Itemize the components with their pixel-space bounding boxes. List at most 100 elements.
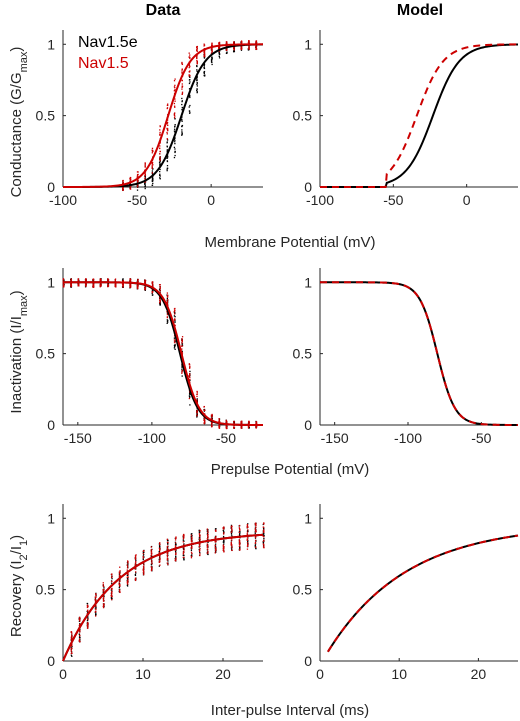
- scatter-point: [86, 625, 88, 627]
- scatter-point: [92, 286, 94, 288]
- scatter-point: [183, 549, 185, 551]
- scatter-point: [214, 549, 217, 551]
- scatter-point: [255, 529, 257, 532]
- scatter-point: [150, 546, 152, 548]
- scatter-point: [215, 527, 217, 530]
- y-tick-label: 0.5: [293, 108, 313, 124]
- scatter-point: [263, 522, 265, 524]
- scatter-point: [94, 599, 96, 601]
- scatter-point: [127, 579, 129, 581]
- scatter-point: [158, 565, 161, 567]
- scatter-point: [188, 110, 191, 112]
- scatter-point: [95, 605, 97, 607]
- scatter-point: [231, 535, 233, 537]
- scatter-point: [173, 86, 176, 88]
- scatter-point: [203, 52, 206, 55]
- scatter-point: [233, 49, 235, 52]
- scatter-point: [173, 114, 176, 116]
- scatter-point: [166, 316, 169, 318]
- scatter-point: [196, 88, 198, 90]
- scatter-point: [255, 45, 257, 47]
- scatter-point: [166, 141, 168, 143]
- scatter-point: [159, 289, 161, 291]
- scatter-point: [174, 151, 176, 154]
- scatter-point: [181, 132, 183, 134]
- scatter-point: [262, 532, 265, 534]
- y-tick-label: 1: [304, 274, 312, 290]
- scatter-point: [78, 633, 81, 635]
- scatter-point: [206, 544, 209, 547]
- scatter-point: [150, 569, 153, 571]
- scatter-point: [167, 129, 169, 132]
- scatter-point: [144, 186, 146, 188]
- scatter-point: [63, 286, 65, 288]
- y-tick-label: 1: [47, 36, 55, 52]
- scatter-point: [181, 366, 183, 368]
- scatter-point: [174, 345, 176, 347]
- scatter-point: [255, 530, 257, 532]
- scatter-point: [233, 426, 236, 429]
- scatter-point: [181, 92, 184, 94]
- scatter-point: [158, 289, 161, 291]
- scatter-point: [211, 424, 213, 426]
- scatter-point: [211, 50, 213, 53]
- scatter-point: [248, 47, 250, 49]
- scatter-point: [114, 284, 116, 287]
- scatter-point: [158, 558, 160, 561]
- scatter-point: [126, 567, 129, 569]
- scatter-point: [182, 535, 185, 537]
- scatter-point: [233, 420, 235, 423]
- scatter-point: [95, 610, 97, 613]
- scatter-point: [174, 312, 176, 314]
- scatter-point: [254, 539, 257, 542]
- scatter-point: [151, 568, 153, 570]
- scatter-point: [210, 52, 213, 54]
- legend-item-nav15: Nav1.5: [78, 55, 129, 72]
- scatter-point: [189, 393, 191, 396]
- scatter-point: [255, 47, 257, 49]
- x-tick-label: 0: [316, 666, 324, 682]
- scatter-point: [255, 41, 257, 43]
- scatter-point: [222, 527, 225, 529]
- scatter-point: [196, 413, 198, 415]
- scatter-point: [167, 540, 169, 542]
- scatter-point: [159, 174, 161, 177]
- scatter-point: [173, 337, 176, 339]
- scatter-point: [203, 423, 206, 425]
- scatter-point: [246, 537, 249, 539]
- scatter-point: [94, 598, 96, 600]
- scatter-point: [232, 51, 235, 53]
- scatter-point: [255, 524, 257, 527]
- scatter-point: [137, 173, 139, 176]
- scatter-point: [174, 342, 176, 344]
- scatter-point: [114, 280, 117, 282]
- scatter-point: [159, 170, 161, 173]
- scatter-point: [126, 569, 128, 571]
- scatter-point: [111, 574, 113, 576]
- scatter-point: [100, 284, 102, 287]
- scatter-point: [86, 623, 89, 625]
- scatter-point: [246, 524, 249, 527]
- scatter-point: [183, 543, 185, 545]
- scatter-point: [183, 536, 185, 538]
- scatter-point: [233, 427, 235, 429]
- scatter-point: [203, 54, 205, 56]
- scatter-point: [85, 284, 87, 286]
- scatter-point: [190, 533, 192, 535]
- scatter-point: [181, 134, 183, 136]
- scatter-point: [181, 341, 183, 343]
- scatter-point: [239, 529, 241, 531]
- scatter-point: [248, 425, 250, 427]
- scatter-point: [111, 587, 113, 590]
- scatter-point: [182, 539, 184, 541]
- scatter-point: [151, 166, 153, 168]
- scatter-point: [203, 44, 206, 46]
- scatter-point: [233, 42, 235, 44]
- scatter-point: [238, 527, 240, 529]
- y-tick-label: 0: [47, 417, 55, 433]
- scatter-point: [126, 560, 129, 562]
- scatter-point: [181, 350, 183, 352]
- scatter-point: [159, 555, 161, 557]
- scatter-point: [77, 278, 80, 280]
- scatter-point: [118, 586, 120, 588]
